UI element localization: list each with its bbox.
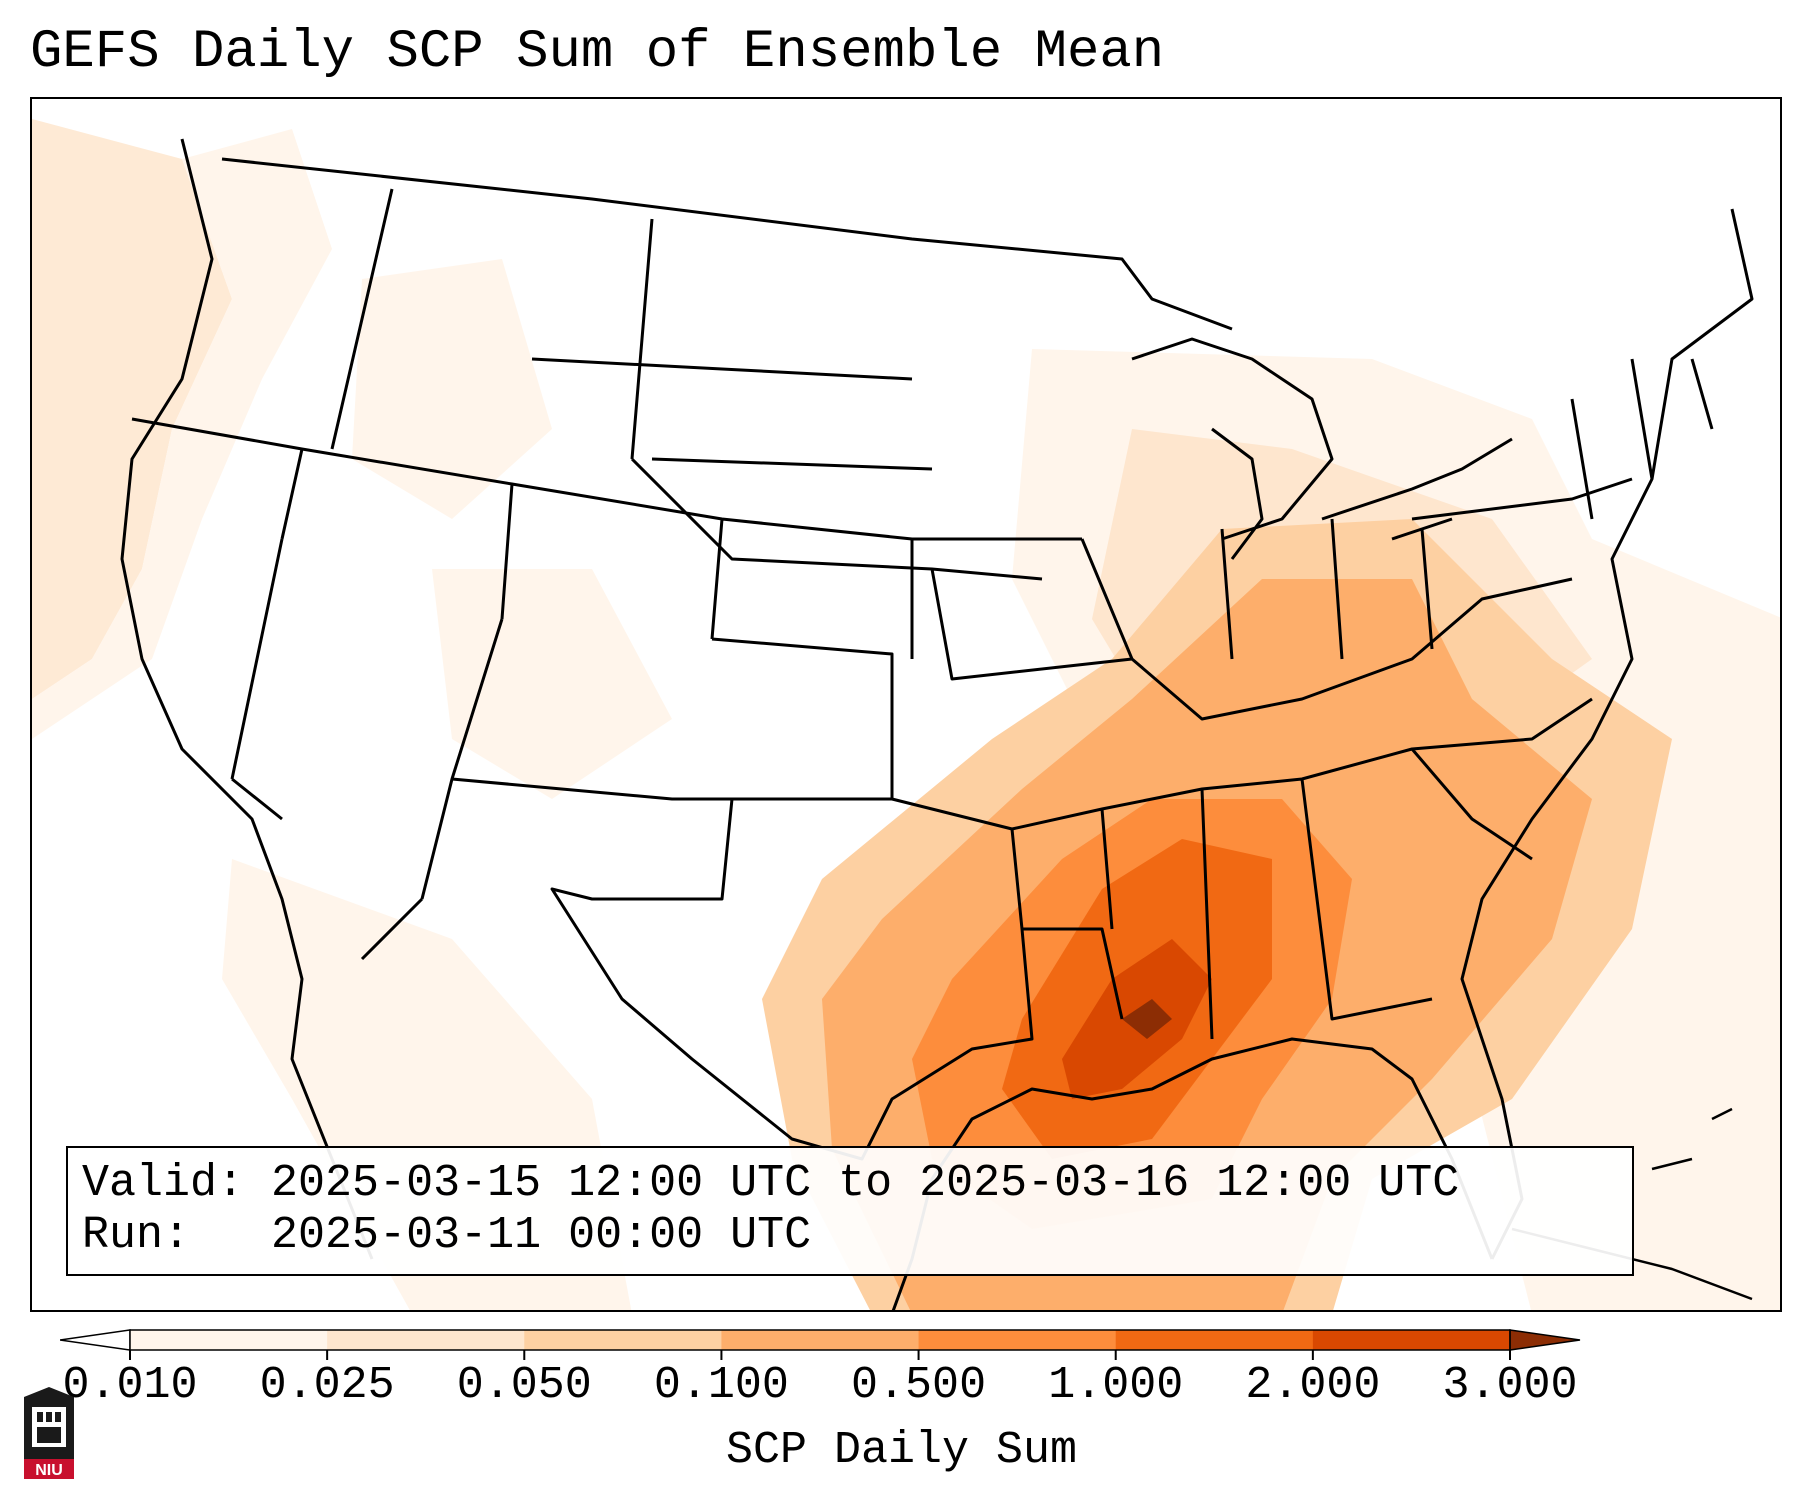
colorbar-segment <box>721 1330 920 1350</box>
state-lines-north <box>131 188 1082 659</box>
state-lines-mid <box>230 538 894 961</box>
colorbar-segment <box>327 1330 525 1350</box>
canada-border <box>221 157 1233 331</box>
scp-region-pacific <box>32 119 232 699</box>
scp-region-rockies <box>432 569 672 799</box>
run-label: Run: <box>82 1210 191 1261</box>
scp-field <box>32 119 1780 1310</box>
chart-title: GEFS Daily SCP Sum of Ensemble Mean <box>30 22 1165 83</box>
run-value: 2025-03-11 00:00 UTC <box>271 1210 812 1261</box>
state-lines-central <box>630 218 1133 681</box>
colorbar-extend-min <box>60 1329 131 1351</box>
scp-region-max <box>1122 999 1172 1039</box>
valid-value: 2025-03-15 12:00 UTC to 2025-03-16 12:00… <box>271 1158 1460 1209</box>
colorbar-tick-label: 0.010 <box>62 1360 198 1411</box>
colorbar-segment <box>918 1330 1117 1350</box>
colorbar-segment <box>1312 1330 1511 1350</box>
pacific-coastline <box>120 138 374 1260</box>
scp-region-pacific-outer <box>32 129 332 739</box>
map-svg <box>32 119 1780 1310</box>
state-lines-south <box>1011 697 1593 1040</box>
niu-logo: NIU <box>24 1387 74 1479</box>
map-panel <box>30 97 1782 1312</box>
colorbar-outline <box>129 1329 1511 1351</box>
niu-logo-text: NIU <box>35 1462 63 1479</box>
colorbar-tick-label: 2.000 <box>1245 1360 1381 1411</box>
colorbar-tick-label: 0.100 <box>653 1360 789 1411</box>
colorbar-label: SCP Daily Sum <box>725 1425 1078 1476</box>
colorbar-segment <box>524 1330 722 1350</box>
colorbar-extend-max <box>1509 1329 1581 1351</box>
colorbar-tick-label: 0.050 <box>456 1360 592 1411</box>
state-lines-northeast <box>1411 358 1714 521</box>
atlantic-coastline <box>1460 208 1754 1260</box>
valid-label: Valid: <box>82 1158 245 1209</box>
colorbar-tick-label: 0.500 <box>851 1360 987 1411</box>
valid-run-box: Valid: 2025-03-15 12:00 UTC to 2025-03-1… <box>66 1146 1634 1276</box>
colorbar-tick-label: 3.000 <box>1442 1360 1578 1411</box>
scp-region-west <box>352 259 552 519</box>
colorbar-tick-label: 0.025 <box>259 1360 395 1411</box>
great-lakes <box>1131 337 1513 560</box>
colorbar-segment <box>130 1330 328 1350</box>
colorbar-tick-label: 1.000 <box>1048 1360 1184 1411</box>
colorbar <box>60 1329 1581 1360</box>
state-lines-ohio-valley <box>1080 518 1573 721</box>
colorbar-segment <box>1115 1330 1314 1350</box>
